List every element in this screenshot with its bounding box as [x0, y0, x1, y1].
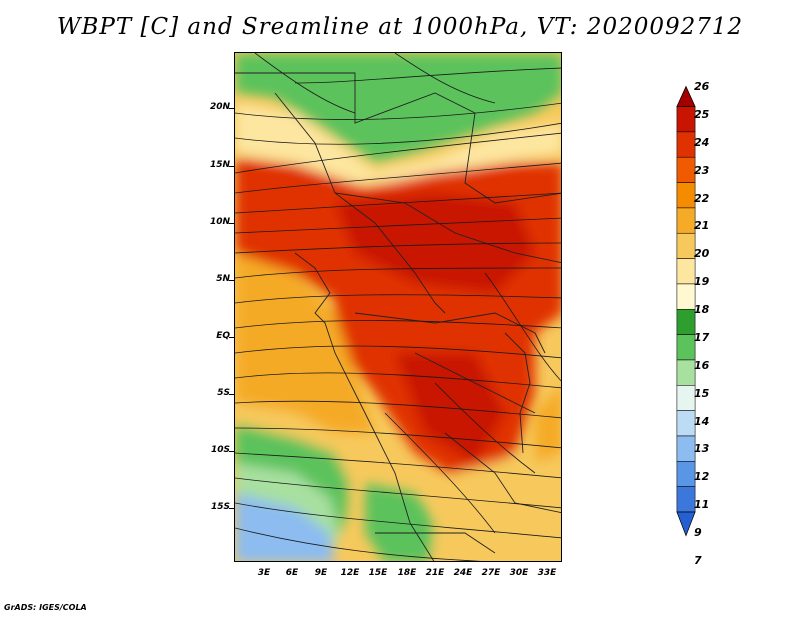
lon-label: 18E [397, 568, 417, 578]
colorbar-label: 21 [694, 219, 710, 233]
colorbar [676, 85, 696, 537]
colorbar-cell [676, 156, 696, 183]
lon-label: 15E [368, 568, 388, 578]
colorbar-cell [676, 283, 696, 310]
colorbar-cell [676, 131, 696, 158]
colorbar-cell [676, 334, 696, 361]
colorbar-cell [676, 435, 696, 462]
map-title: WBPT [C] and Sreamline at 1000hPa, VT: 2… [56, 14, 744, 40]
lat-label: 15S [210, 502, 230, 512]
lat-label: EQ [216, 331, 230, 341]
colorbar-cell [676, 182, 696, 209]
colorbar-cell [676, 207, 696, 234]
map-canvas [235, 53, 561, 561]
colorbar-cell [676, 232, 696, 259]
lon-label: 33E [537, 568, 557, 578]
colorbar-cell [676, 486, 696, 513]
lat-label: 10N [209, 217, 230, 227]
lon-label: 3E [257, 568, 271, 578]
colorbar-label: 14 [694, 414, 710, 428]
colorbar-label: 19 [694, 275, 710, 289]
colorbar-cell [676, 309, 696, 335]
colorbar-label: 25 [694, 107, 710, 121]
colorbar-label: 12 [694, 470, 710, 484]
colorbar-label: 18 [694, 303, 710, 316]
colorbar-label: 15 [694, 386, 710, 400]
colorbar-label: 11 [694, 498, 710, 512]
colorbar-cell [676, 359, 696, 386]
colorbar-label: 17 [694, 330, 710, 344]
lat-label: 5N [216, 274, 230, 284]
lat-label: 15N [209, 160, 230, 170]
lon-label: 30E [509, 568, 529, 578]
borders [235, 72, 561, 561]
lon-label: 12E [340, 568, 360, 578]
lat-label: 5S [217, 388, 230, 398]
lat-label: 10S [210, 445, 230, 455]
lon-label: 27E [481, 568, 501, 578]
colorbar-cell [676, 461, 696, 487]
colorbar-cell [676, 385, 696, 411]
colorbar-label: 7 [694, 553, 702, 567]
colorbar-cell [676, 410, 696, 437]
colorbar-label: 9 [694, 526, 702, 539]
colorbar-label: 16 [694, 358, 710, 372]
colorbar-label: 26 [694, 80, 710, 93]
lon-label: 9E [314, 568, 328, 578]
lon-label: 21E [425, 568, 445, 578]
footer-credit: GrADS: IGES/COLA [4, 603, 87, 612]
lat-label: 20N [209, 102, 230, 112]
colorbar-label: 23 [694, 163, 710, 177]
colorbar-cell [676, 106, 696, 133]
wbpt-streamline-map [234, 52, 562, 562]
colorbar-cell [676, 258, 696, 285]
colorbar-label: 20 [694, 247, 710, 261]
temperature-field [235, 53, 561, 561]
colorbar-label: 13 [694, 442, 710, 456]
lon-label: 6E [285, 568, 299, 578]
colorbar-label: 22 [694, 191, 710, 205]
colorbar-label: 24 [694, 135, 710, 149]
lon-label: 24E [453, 568, 473, 578]
streamlines [235, 53, 561, 561]
